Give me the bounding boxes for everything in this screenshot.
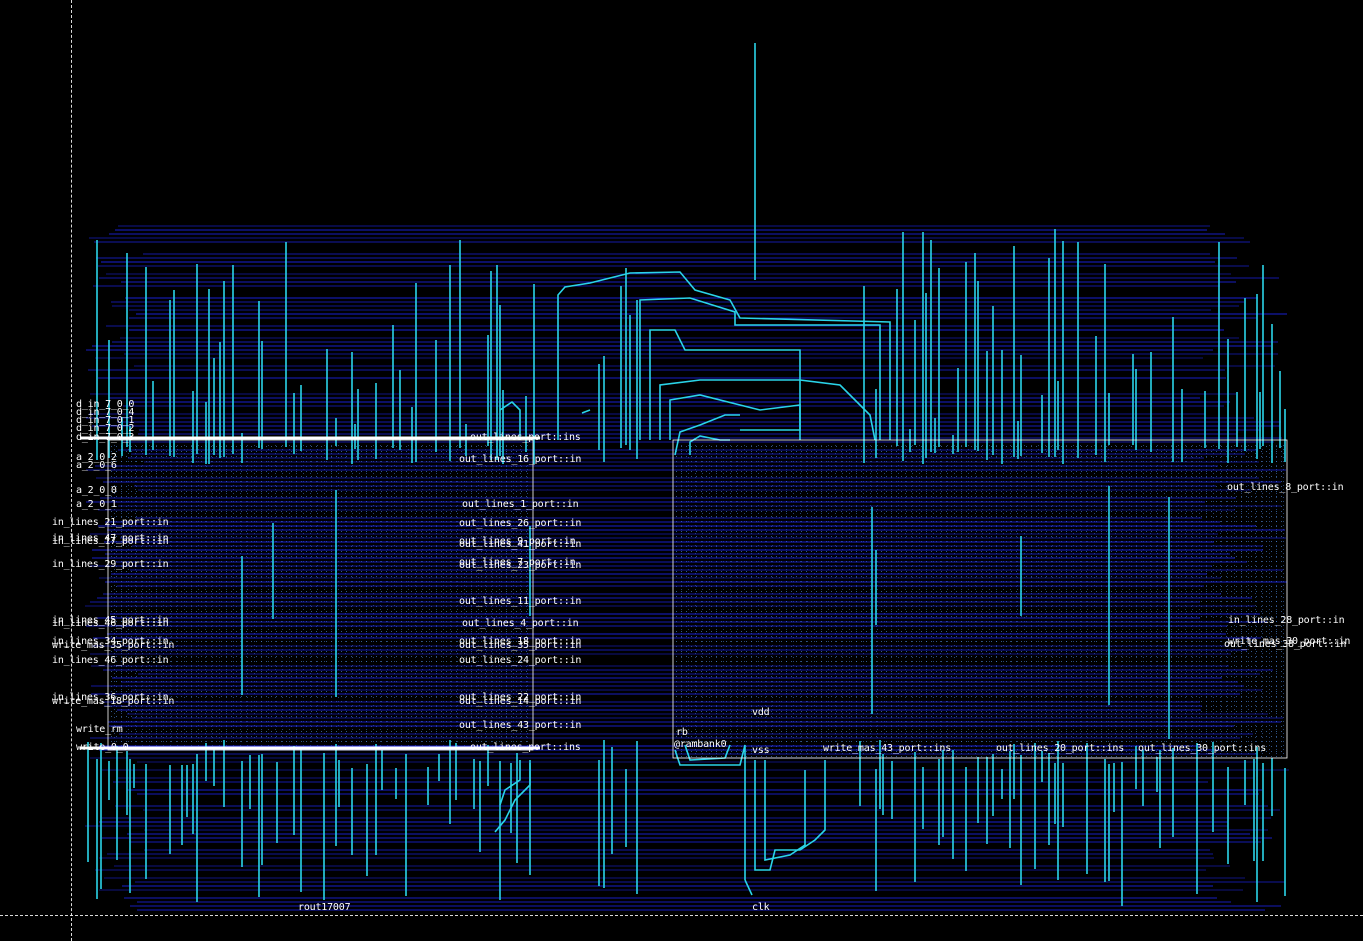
pin-label[interactable]: in_lines_46_port::in <box>52 618 169 629</box>
pin-label[interactable]: out_lines_14_port::in <box>459 696 582 707</box>
pin-label[interactable]: a_2_0_2 <box>76 452 117 463</box>
pin-label[interactable]: out_lines_18_port::in <box>459 636 582 647</box>
block-left-outline <box>107 439 534 751</box>
route-e <box>669 394 801 440</box>
pin-label[interactable]: in_lines_36_port::in <box>52 692 169 703</box>
pin-label[interactable]: out_lines_23_port::in <box>459 560 582 571</box>
pin-label[interactable]: write_mas_30_port::in <box>1228 636 1351 647</box>
pin-label[interactable]: a_2_0_6 <box>76 460 117 471</box>
pin-label[interactable]: in_lines_29_port::in <box>52 559 169 570</box>
route-o <box>499 760 521 806</box>
route-j <box>674 744 746 880</box>
pin-label[interactable]: in_lines_46_port::in <box>52 655 169 666</box>
pin-label[interactable]: out_lines_port::ins <box>470 432 581 443</box>
pin-label[interactable]: out_lines_22_port::in <box>459 692 582 703</box>
pin-label[interactable]: a_2_0_0 <box>76 485 117 496</box>
pin-label[interactable]: out_lines_43_port::in <box>459 720 582 731</box>
pin-label[interactable]: rout17007 <box>298 902 351 913</box>
pin-label[interactable]: in_lines_28_port::in <box>1228 615 1345 626</box>
route-n <box>494 760 531 833</box>
pin-label[interactable]: out_lines_26_port::in <box>459 518 582 529</box>
route-d <box>659 379 876 441</box>
vertical-metal-routes <box>87 229 1286 906</box>
pin-label[interactable]: out_lines_38_port::in <box>1224 639 1347 650</box>
pin-label[interactable]: out_lines_20_port::ins <box>996 743 1125 754</box>
pin-label[interactable]: out_lines_1_port::in <box>462 499 579 510</box>
pin-label[interactable]: d_in_7_0_0 <box>76 399 135 410</box>
pin-label[interactable]: vss <box>752 745 770 756</box>
pin-label[interactable]: out_lines_4_port::in <box>462 618 579 629</box>
pin-label[interactable]: a_2_0_1 <box>76 499 117 510</box>
route-b <box>639 297 881 440</box>
pin-label[interactable]: out_lines_41_port::in <box>459 539 582 550</box>
route-l <box>754 760 826 871</box>
pin-label[interactable]: out_lines_30_port::ins <box>1138 743 1267 754</box>
route-a <box>557 271 891 440</box>
pin-label[interactable]: out_lines_11_port::in <box>459 596 582 607</box>
pin-label[interactable]: in_lines_21_port::in <box>52 517 169 528</box>
pin-label[interactable]: vdd <box>752 707 770 718</box>
route-i <box>581 409 591 414</box>
pin-label[interactable]: write_mas_43_port::ins <box>823 743 952 754</box>
pin-label[interactable]: write_mas_18_port::in <box>52 696 175 707</box>
pin-label[interactable]: out_lines_port::ins <box>470 742 581 753</box>
pin-label[interactable]: out_lines_35_port::in <box>459 640 582 651</box>
pin-label[interactable]: d_in_7_0_2 <box>76 423 135 434</box>
route-p <box>744 879 753 896</box>
pin-label[interactable]: out_lines_9_port::in <box>459 536 576 547</box>
cell-region-right-b <box>675 442 1285 757</box>
pin-label[interactable]: write_rm <box>76 724 123 735</box>
pin-label[interactable]: out_lines_24_port::in <box>459 655 582 666</box>
block-right-outline <box>672 439 1288 759</box>
route-k <box>684 744 731 761</box>
pin-label[interactable]: in_lines_34_port::in <box>52 636 169 647</box>
route-m <box>764 760 806 861</box>
origin-guide-horizontal <box>0 915 1363 916</box>
pin-label[interactable]: out_lines_8_port::in <box>1227 482 1344 493</box>
pin-label[interactable]: write_mas_35_port::in <box>52 640 175 651</box>
route-c <box>649 329 801 440</box>
pin-label[interactable]: d_in_7_0_3 <box>76 432 135 443</box>
pin-label[interactable]: in_lines_17_port::in <box>52 536 169 547</box>
pin-label[interactable]: clk <box>752 902 770 913</box>
pin-label[interactable]: out_lines_7_port::in <box>459 557 576 568</box>
cell-instance-label[interactable]: @rambank0 <box>674 739 727 750</box>
pin-label[interactable]: out_lines_16_port::in <box>459 454 582 465</box>
route-h <box>499 400 521 440</box>
cell-name-label[interactable]: rb <box>676 727 688 738</box>
pin-label[interactable]: in_lines_45_port::in <box>52 615 169 626</box>
origin-guide-vertical <box>71 0 72 941</box>
horizontal-metal-routes <box>85 225 1289 911</box>
pin-label[interactable]: d_in_7_0_1 <box>76 415 135 426</box>
center-signal-routes <box>494 43 891 896</box>
pin-label[interactable]: d_in_7_0_4 <box>76 407 135 418</box>
pin-label[interactable]: in_lines_47_port::in <box>52 533 169 544</box>
pin-label[interactable]: write_0_0 <box>76 742 129 753</box>
